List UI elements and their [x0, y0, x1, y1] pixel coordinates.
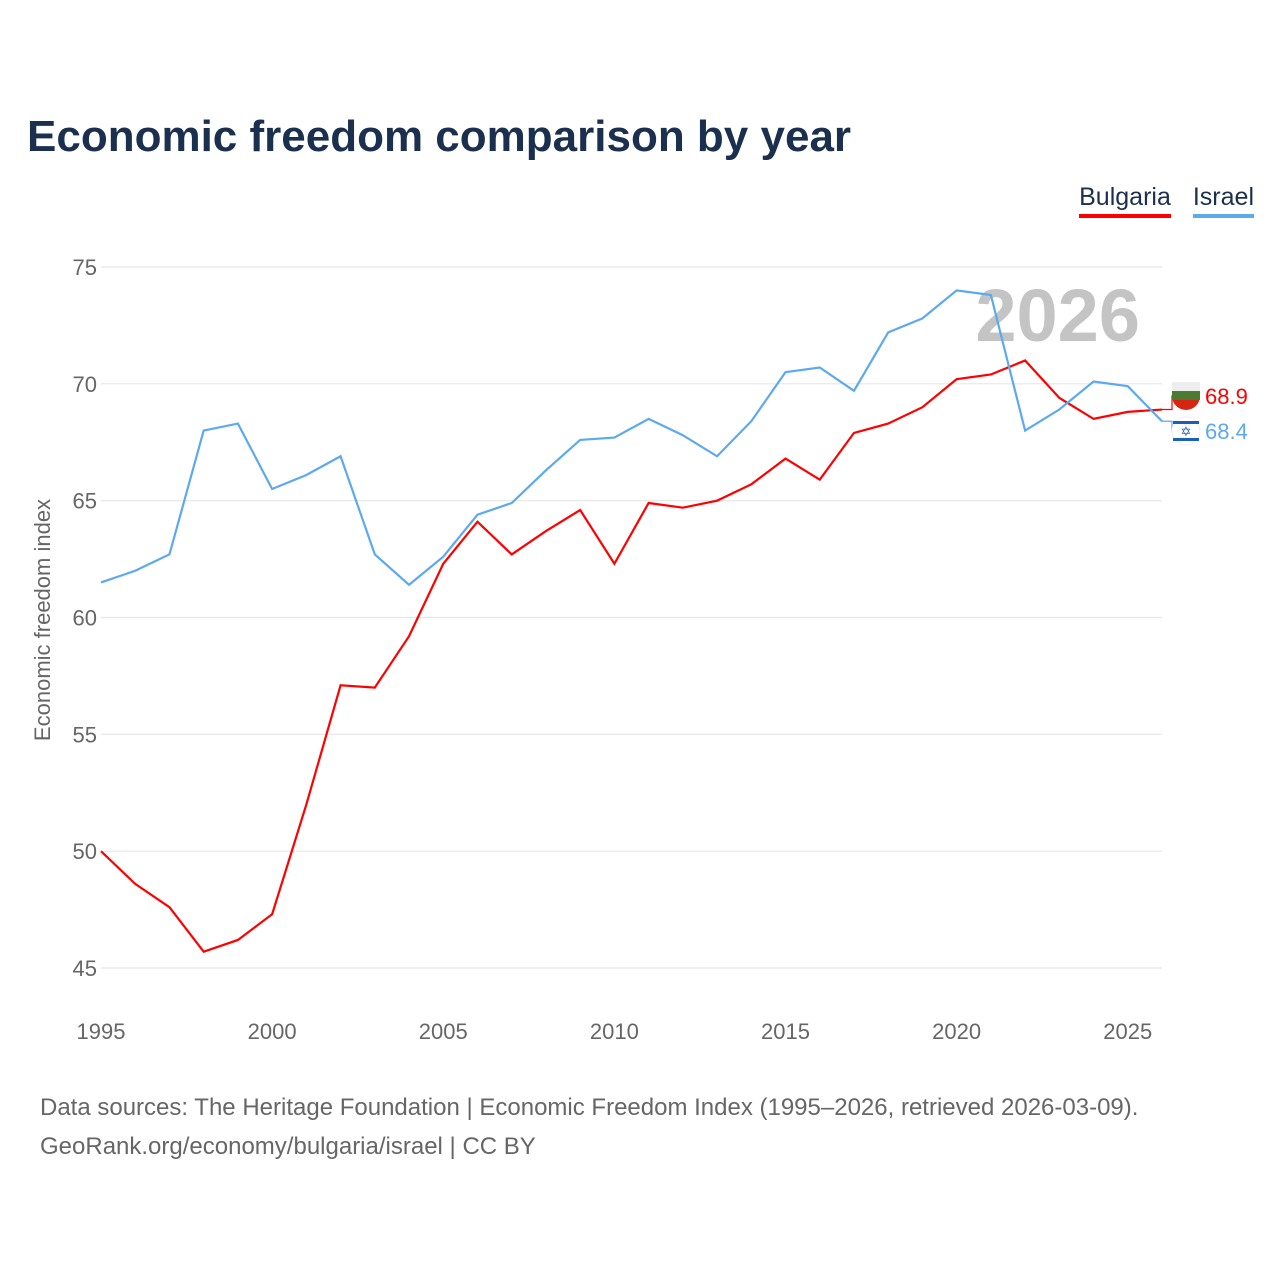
- x-tick-label: 2025: [1103, 1019, 1152, 1044]
- y-tick-label: 50: [73, 839, 97, 864]
- israel-flag-icon: ✡: [1171, 416, 1201, 446]
- y-tick-label: 60: [73, 606, 97, 631]
- x-tick-label: 2010: [590, 1019, 639, 1044]
- end-value-label: 68.4: [1205, 419, 1248, 444]
- source-line-2[interactable]: GeoRank.org/economy/bulgaria/israel | CC…: [40, 1133, 536, 1160]
- series-line-bulgaria: [100, 359, 1163, 953]
- bulgaria-flag-icon: [1172, 382, 1200, 410]
- x-tick-label: 2020: [932, 1019, 981, 1044]
- y-tick-label: 45: [73, 956, 97, 981]
- series-line-israel: [100, 289, 1163, 587]
- x-tick-label: 2005: [419, 1019, 468, 1044]
- x-tick-label: 2000: [248, 1019, 297, 1044]
- legend: Bulgaria Israel: [1079, 183, 1254, 218]
- svg-text:✡: ✡: [1181, 424, 1192, 439]
- y-tick-label: 65: [73, 489, 97, 514]
- x-tick-label: 1995: [77, 1019, 126, 1044]
- y-tick-label: 75: [73, 255, 97, 280]
- end-value-label: 68.9: [1205, 384, 1248, 409]
- source-note: Data sources: The Heritage Foundation | …: [40, 1088, 1138, 1166]
- legend-israel[interactable]: Israel: [1192, 183, 1254, 218]
- x-tick-label: 2015: [761, 1019, 810, 1044]
- y-tick-label: 55: [73, 722, 97, 747]
- legend-bulgaria[interactable]: Bulgaria: [1079, 183, 1171, 218]
- y-axis-label: Economic freedom index: [30, 499, 55, 741]
- y-tick-label: 70: [73, 372, 97, 397]
- chart-title: Economic freedom comparison by year: [27, 112, 852, 161]
- source-line-1: Data sources: The Heritage Foundation | …: [40, 1094, 1139, 1121]
- watermark-year: 2026: [975, 274, 1140, 357]
